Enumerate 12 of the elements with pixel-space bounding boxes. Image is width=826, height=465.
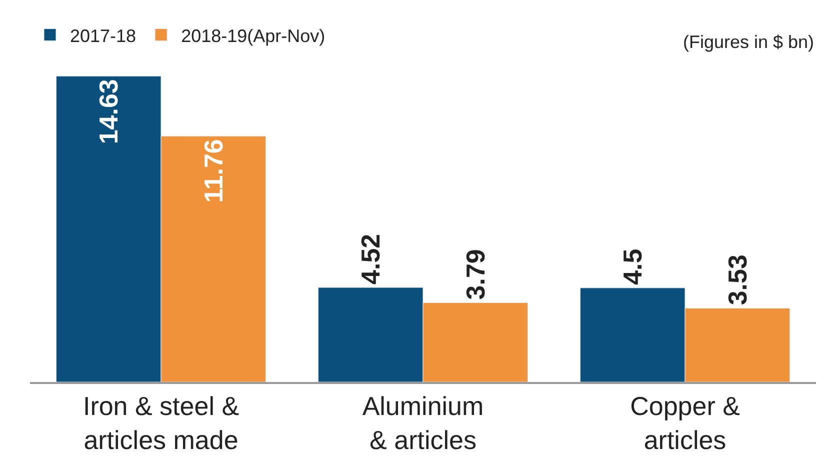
data-label: 3.53 (722, 254, 752, 306)
data-label: 11.76 (198, 139, 228, 203)
data-label: 4.52 (356, 234, 386, 284)
data-label: 4.5 (618, 248, 648, 285)
legend-label: 2018-19(Apr-Nov) (181, 26, 326, 46)
x-tick-label: Aluminium & articles (362, 391, 484, 455)
text: (Figures in $ bn) (683, 32, 814, 52)
data-label: 14.63 (94, 79, 124, 144)
legend-label: 2017-18 (70, 26, 136, 46)
x-tick-label: Iron & steel & articles made (82, 391, 240, 455)
data-label: 3.79 (460, 249, 490, 300)
x-tick-label: Copper & articles (630, 391, 740, 455)
